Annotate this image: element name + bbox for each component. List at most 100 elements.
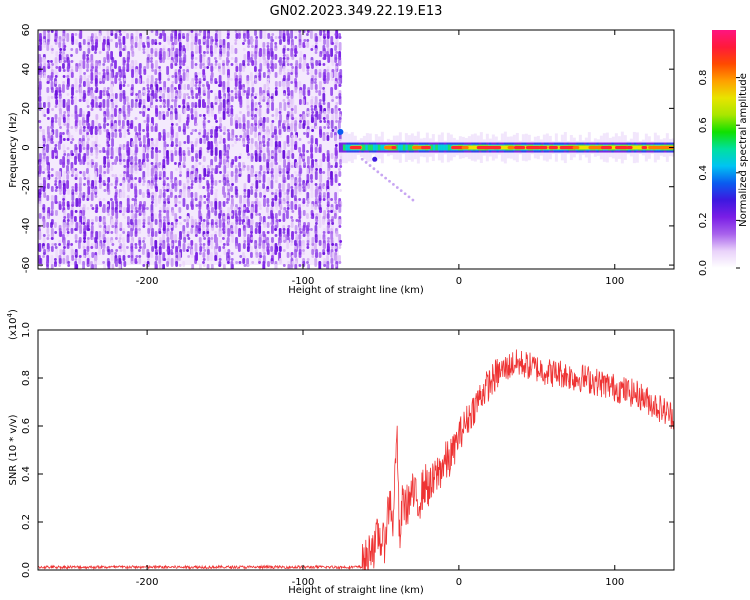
noise-cell <box>155 189 159 192</box>
noise-cell <box>218 66 221 69</box>
noise-cell <box>86 252 89 255</box>
noise-cell <box>235 261 239 264</box>
noise-cell <box>66 33 70 42</box>
noise-cell <box>243 165 246 168</box>
noise-cell <box>107 261 111 269</box>
noise-cell <box>330 132 334 138</box>
noise-cell <box>287 93 290 96</box>
noise-cell <box>58 240 62 243</box>
noise-cell <box>131 69 134 78</box>
noise-cell <box>266 198 270 204</box>
noise-cell <box>294 204 298 210</box>
noise-cell <box>47 171 51 174</box>
noise-cell <box>251 96 255 99</box>
noise-cell <box>227 186 231 189</box>
noise-cell <box>178 84 181 90</box>
noise-cell <box>123 30 126 33</box>
noise-cell <box>202 123 206 129</box>
noise-cell <box>151 69 154 72</box>
noise-cell <box>38 45 42 51</box>
noise-cell <box>79 225 82 234</box>
noise-cell <box>258 102 261 105</box>
noise-cell <box>118 246 122 249</box>
noise-cell <box>202 156 206 162</box>
noise-cell <box>38 102 42 111</box>
noise-cell <box>135 255 139 258</box>
noise-cell <box>331 42 335 45</box>
noise-cell <box>327 168 330 177</box>
noise-cell <box>334 135 337 141</box>
noise-cell <box>322 117 326 120</box>
noise-cell <box>118 240 121 243</box>
noise-cell <box>186 204 189 210</box>
noise-cell <box>50 186 54 192</box>
noise-cell <box>183 237 187 243</box>
noise-cell <box>67 111 71 114</box>
noise-cell <box>302 156 306 159</box>
noise-cell <box>190 60 194 69</box>
noise-cell <box>290 108 294 111</box>
noise-cell <box>270 171 274 174</box>
noise-cell <box>162 243 165 249</box>
noise-cell <box>235 66 239 72</box>
noise-cell <box>194 243 198 252</box>
noise-cell <box>302 123 306 129</box>
noise-cell <box>251 174 255 177</box>
noise-cell <box>311 117 314 123</box>
noise-cell <box>74 210 78 213</box>
noise-cell <box>266 108 270 114</box>
noise-cell <box>274 195 278 201</box>
noise-cell <box>331 99 334 102</box>
band-mid <box>437 144 441 151</box>
noise-cell <box>335 102 339 105</box>
noise-cell <box>295 51 299 54</box>
noise-cell <box>306 33 309 36</box>
noise-cell <box>322 30 326 33</box>
noise-cell <box>175 168 178 171</box>
noise-cell <box>190 30 194 33</box>
noise-cell <box>314 75 318 78</box>
noise-cell <box>174 63 178 66</box>
noise-cell <box>202 264 206 267</box>
noise-cell <box>134 60 138 66</box>
noise-cell <box>146 60 150 69</box>
noise-cell <box>82 195 85 201</box>
noise-cell <box>138 102 142 108</box>
noise-cell <box>171 45 174 48</box>
noise-cell <box>194 51 198 54</box>
noise-cell <box>166 186 170 189</box>
noise-cell <box>146 207 149 210</box>
band-mid <box>407 144 411 151</box>
noise-cell <box>311 255 315 258</box>
noise-cell <box>130 126 133 129</box>
noise-cell <box>66 159 70 165</box>
noise-cell <box>319 129 323 138</box>
noise-cell <box>202 186 206 189</box>
noise-cell <box>102 69 106 72</box>
noise-cell <box>243 192 247 195</box>
noise-cell <box>166 258 170 261</box>
noise-cell <box>302 189 306 192</box>
noise-cell <box>147 90 151 93</box>
noise-cell <box>158 198 161 204</box>
noise-cell <box>239 195 243 204</box>
noise-cell <box>178 252 181 261</box>
noise-cell <box>174 150 178 156</box>
noise-cell <box>274 135 278 141</box>
noise-cell <box>38 39 42 42</box>
noise-cell <box>122 237 125 243</box>
noise-cell <box>191 102 194 108</box>
noise-cell <box>174 39 178 45</box>
noise-cell <box>247 39 251 45</box>
noise-cell <box>254 51 258 60</box>
noise-cell <box>214 45 217 54</box>
noise-cell <box>98 216 102 222</box>
noise-cell <box>210 129 213 135</box>
noise-cell <box>42 207 45 210</box>
noise-cell <box>99 75 103 78</box>
noise-cell <box>279 204 283 210</box>
noise-cell <box>266 231 270 234</box>
noise-cell <box>154 192 157 198</box>
noise-cell <box>315 126 318 129</box>
